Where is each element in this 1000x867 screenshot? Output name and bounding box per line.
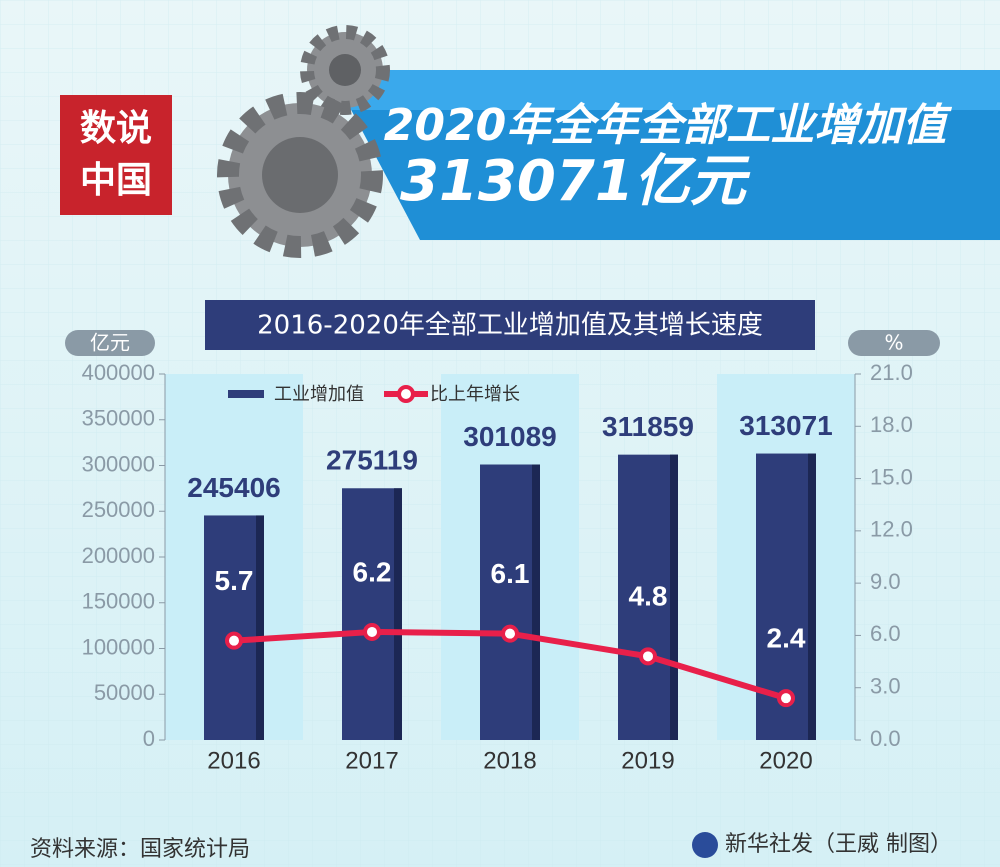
chart-title: 2016-2020年全部工业增加值及其增长速度 [257, 311, 763, 341]
line-point [501, 624, 519, 643]
legend-swatch [397, 385, 415, 403]
y2-tick-label: 0.0 [870, 726, 901, 751]
bar-value-label: 301089 [463, 421, 556, 452]
line-point [363, 622, 381, 641]
y-tick-label: 100000 [82, 634, 155, 659]
line-value-label: 6.2 [353, 556, 392, 587]
y-tick-label: 0 [143, 726, 155, 751]
y2-tick-label: 6.0 [870, 621, 901, 646]
stamp-text: 数说 [80, 108, 152, 149]
bar-shade [670, 454, 678, 740]
line-value-label: 2.4 [767, 623, 806, 654]
y2-unit-pill [848, 330, 940, 356]
y-tick-label: 300000 [82, 451, 155, 476]
line-value-label: 5.7 [215, 565, 254, 596]
y-tick-label: 400000 [82, 360, 155, 385]
chart-title-box [205, 300, 815, 350]
bar-shade [808, 453, 816, 740]
bar [204, 515, 264, 740]
bar-value-label: 311859 [602, 411, 694, 442]
x-tick-label: 2020 [759, 747, 812, 774]
y-tick-label: 250000 [82, 497, 155, 522]
x-tick-label: 2016 [207, 747, 260, 774]
y-tick-label: 50000 [94, 680, 155, 705]
gears [217, 25, 390, 258]
bar-shade [256, 515, 264, 740]
line-value-label: 6.1 [491, 558, 530, 589]
x-tick-label: 2018 [483, 747, 536, 774]
y2-tick-label: 15.0 [870, 464, 913, 489]
y-tick-label: 150000 [82, 589, 155, 614]
y2-tick-label: 3.0 [870, 674, 901, 699]
line-point [225, 631, 243, 650]
y-unit-pill [65, 330, 155, 356]
credit: 新华社发（王威 制图） [725, 832, 952, 857]
line-point [777, 689, 795, 708]
legend-swatch [228, 390, 264, 398]
banner-highlight [330, 70, 1000, 110]
bar [618, 454, 678, 740]
header-subtitle: 313071亿元 [400, 149, 751, 214]
stamp-text: 中国 [80, 160, 152, 201]
legend-label: 工业增加值 [274, 384, 364, 405]
bar [342, 488, 402, 740]
y-tick-label: 350000 [82, 406, 155, 431]
y-tick-label: 200000 [82, 543, 155, 568]
y2-tick-label: 12.0 [870, 517, 913, 542]
plot: 0 50000 100000 150000 200000 250000 300000 3500… [82, 360, 913, 775]
y-axis-label: 亿元 [90, 331, 130, 355]
x-tick-label: 2019 [621, 747, 674, 774]
bar-shade [532, 464, 540, 740]
line-point [639, 647, 657, 666]
bar [480, 464, 540, 740]
x-tick-label: 2017 [345, 747, 398, 774]
legend-label: 比上年增长 [430, 384, 520, 405]
y2-tick-label: 9.0 [870, 569, 901, 594]
source: 资料来源：国家统计局 [30, 837, 250, 862]
logo [692, 832, 718, 858]
header-title: 2020年全年全部工业增加值 [384, 100, 952, 151]
y2-tick-label: 21.0 [870, 360, 913, 385]
stamp [60, 95, 172, 215]
y2-tick-label: 18.0 [870, 412, 913, 437]
banner [330, 70, 1000, 240]
bar-value-label: 245406 [187, 472, 280, 503]
line-value-label: 4.8 [629, 581, 668, 612]
bar-value-label: 313071 [739, 410, 832, 441]
bar-value-label: 275119 [326, 445, 418, 476]
bar-shade [394, 488, 402, 740]
y2-axis-label: % [884, 331, 903, 355]
